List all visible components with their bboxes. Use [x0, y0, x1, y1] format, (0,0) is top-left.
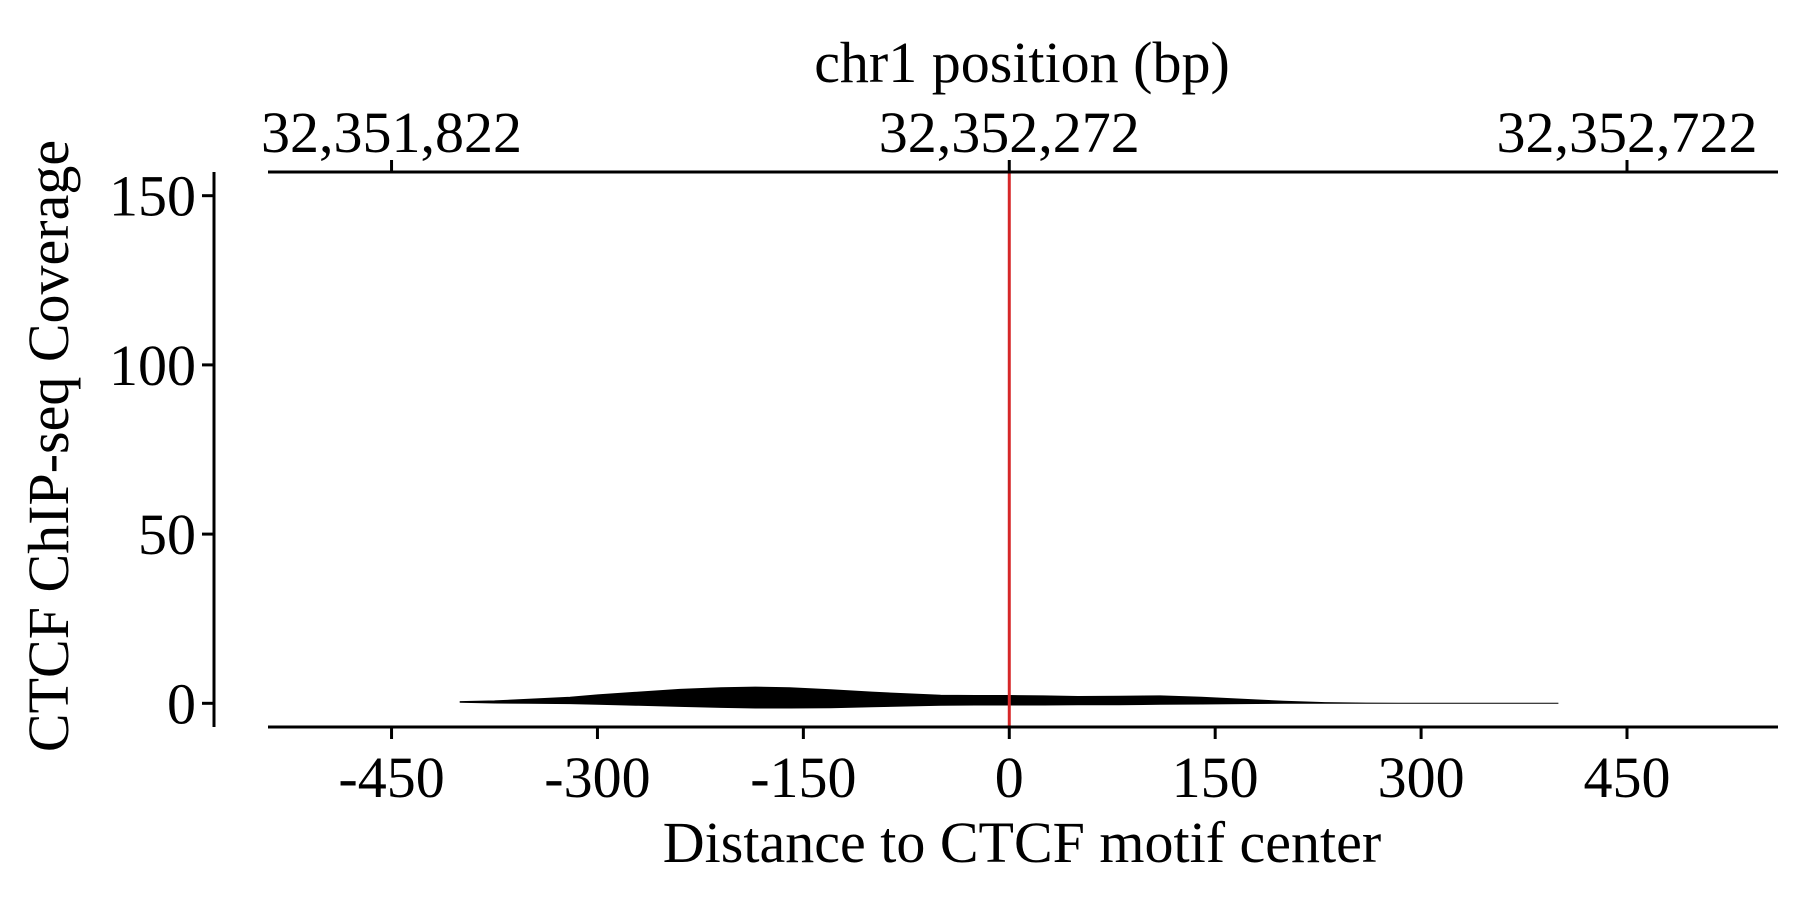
x-tick-label-2: -150	[750, 745, 856, 810]
x-axis-title: Distance to CTCF motif center	[663, 810, 1381, 875]
top-tick-label-1: 32,352,272	[879, 100, 1140, 165]
x-tick-label-1: -300	[544, 745, 650, 810]
y-tick-label-1: 50	[138, 502, 196, 567]
x-tick-label-6: 450	[1584, 745, 1671, 810]
top-tick-label-2: 32,352,722	[1497, 100, 1758, 165]
x-tick-label-3: 0	[995, 745, 1024, 810]
y-tick-label-3: 150	[109, 164, 196, 229]
x-tick-label-0: -450	[338, 745, 444, 810]
x-tick-label-4: 150	[1172, 745, 1259, 810]
y-tick-label-0: 0	[167, 671, 196, 736]
top-tick-label-0: 32,351,822	[261, 100, 522, 165]
x-tick-label-5: 300	[1378, 745, 1465, 810]
top-axis-title: chr1 position (bp)	[814, 30, 1230, 95]
y-tick-label-2: 100	[109, 333, 196, 398]
y-axis-title: CTCF ChIP-seq Coverage	[16, 140, 81, 752]
